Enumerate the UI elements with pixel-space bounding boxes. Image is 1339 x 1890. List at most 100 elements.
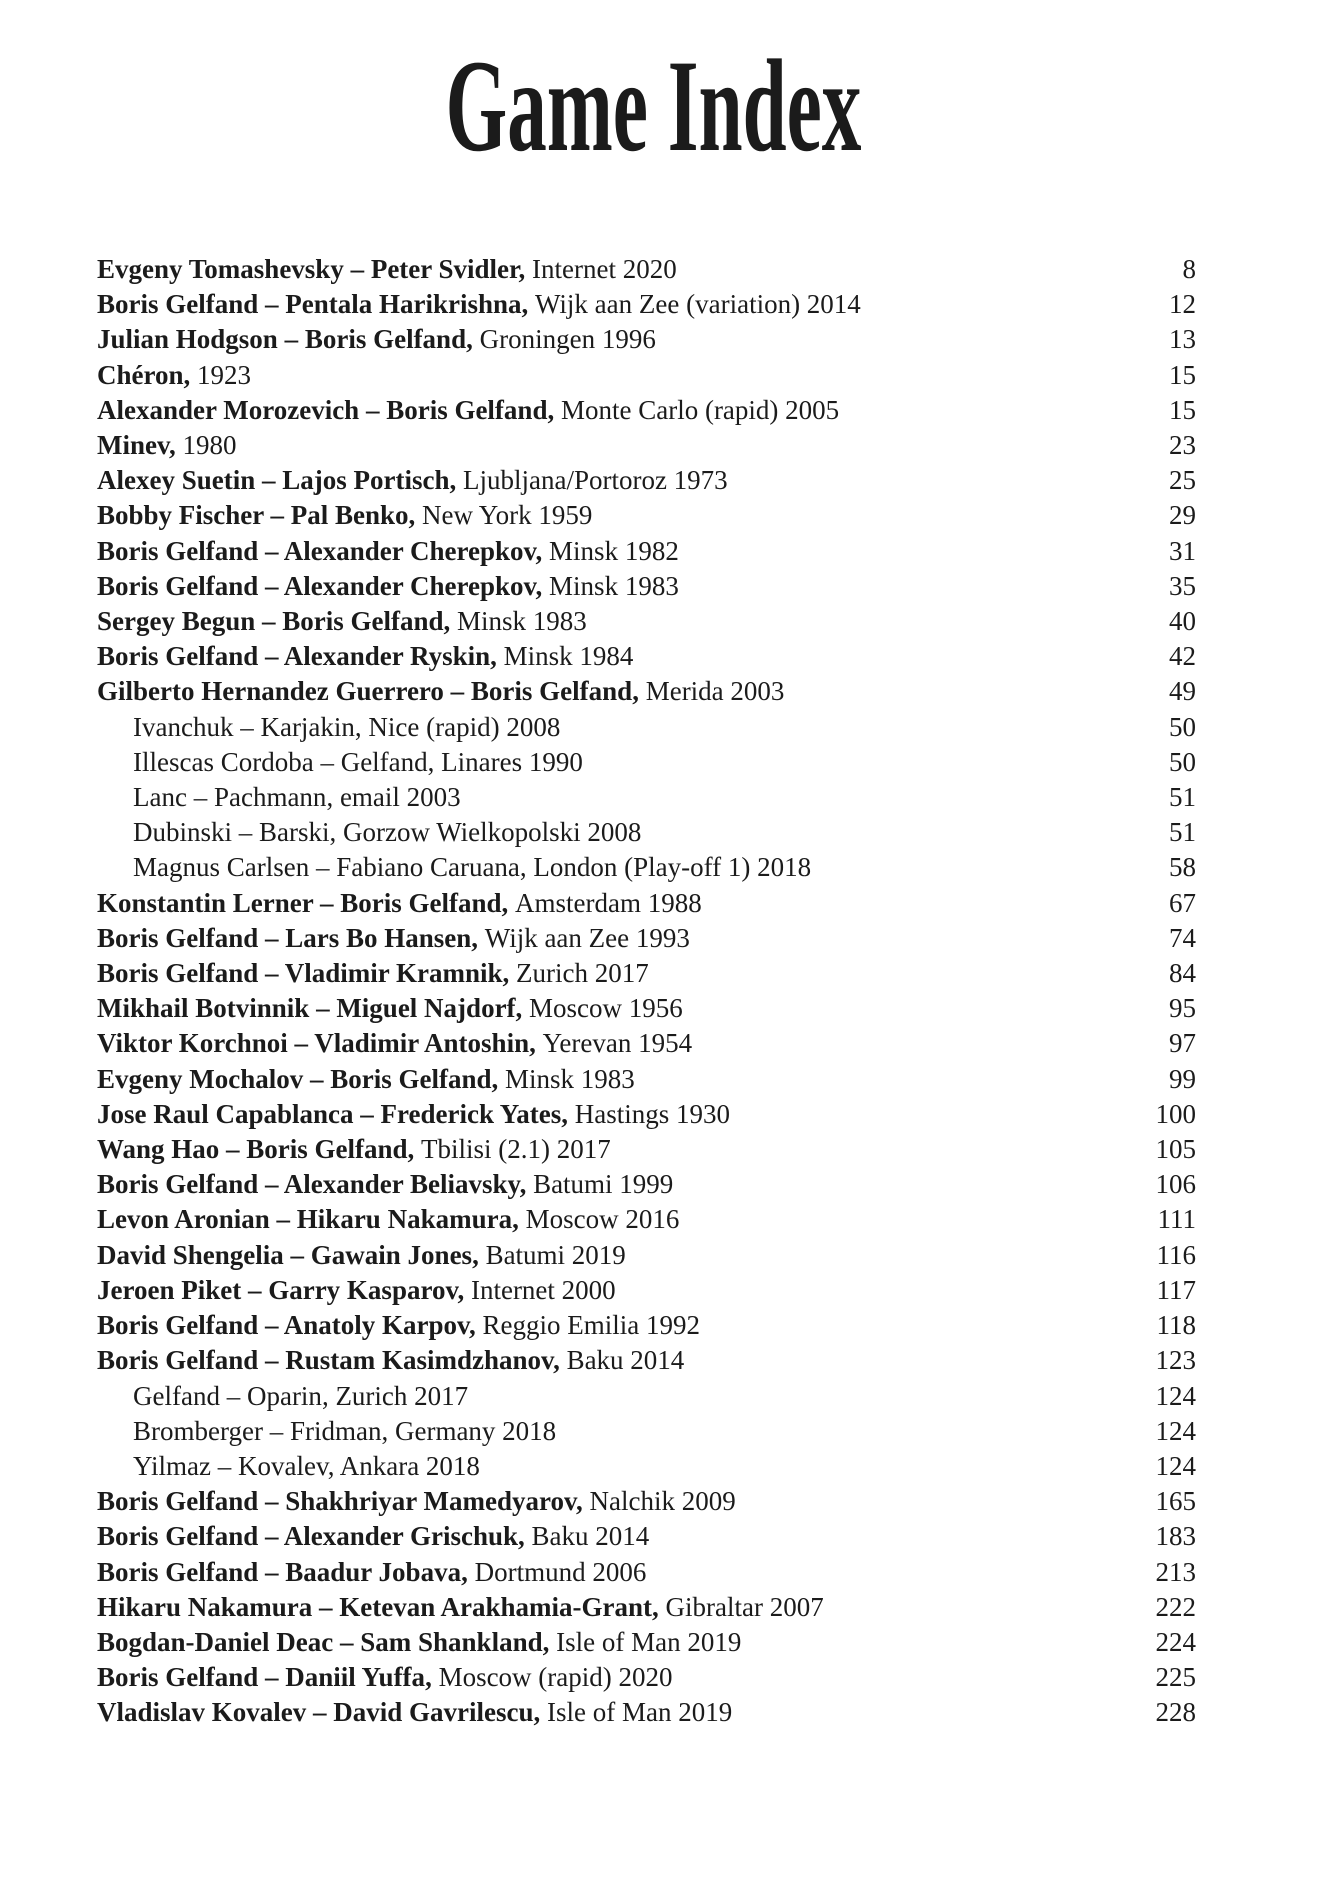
entry-page-number: 74 (1169, 922, 1196, 953)
entry-separator: , (490, 641, 504, 672)
game-entry-row: Konstantin Lerner – Boris Gelfand, Amste… (97, 886, 1196, 921)
entry-page-number: 124 (1155, 1380, 1197, 1411)
entry-players: Boris Gelfand – Baadur Jobava (97, 1556, 462, 1587)
game-entry-row: Jeroen Piket – Garry Kasparov, Internet … (97, 1273, 1196, 1308)
entry-page-number: 50 (1169, 746, 1196, 777)
page-title: Game Index (445, 32, 862, 179)
entry-players: Hikaru Nakamura – Ketevan Arakhamia-Gran… (97, 1591, 653, 1622)
game-entry-text: Vladislav Kovalev – David Gavrilescu, Is… (97, 1695, 1126, 1730)
entry-details: Germany 2018 (394, 1415, 557, 1446)
entry-details: Ankara 2018 (339, 1450, 480, 1481)
game-entry-text: Jose Raul Capablanca – Frederick Yates, … (97, 1097, 1126, 1132)
entry-separator: , (518, 254, 533, 284)
entry-details: 1980 (182, 430, 237, 461)
game-entry-text: Gelfand – Oparin, Zurich 2017 (97, 1379, 1126, 1414)
entry-details: Minsk 1983 (457, 606, 587, 637)
entry-players: Magnus Carlsen – Fabiano Caruana (133, 852, 520, 883)
entry-page-number: 42 (1169, 641, 1196, 672)
entry-players: Viktor Korchnoi – Vladimir Antoshin (97, 1028, 530, 1059)
entry-details: Batumi 2019 (485, 1239, 626, 1270)
game-entry-row: Boris Gelfand – Lars Bo Hansen, Wijk aan… (97, 921, 1196, 956)
entry-separator: , (407, 1134, 422, 1165)
game-entry-row: Boris Gelfand – Alexander Grischuk, Baku… (97, 1519, 1196, 1554)
entry-page-number: 106 (1155, 1169, 1197, 1200)
game-entry-text: Dubinski – Barski, Gorzow Wielkopolski 2… (97, 815, 1126, 850)
entry-separator: , (533, 1697, 548, 1728)
game-entry-row: Boris Gelfand – Alexander Ryskin, Minsk … (97, 639, 1196, 674)
entry-players: David Shengelia – Gawain Jones (97, 1239, 473, 1270)
entry-details: Internet 2000 (470, 1274, 616, 1305)
entry-page-number: 95 (1169, 993, 1196, 1024)
game-entry-text: Boris Gelfand – Alexander Cherepkov, Min… (97, 534, 1126, 569)
entry-players: Jeroen Piket – Garry Kasparov (97, 1274, 458, 1305)
entry-separator: , (529, 1028, 543, 1059)
game-entry-row: Julian Hodgson – Boris Gelfand, Groninge… (97, 322, 1196, 357)
game-entry-text: Boris Gelfand – Daniil Yuffa, Moscow (ra… (97, 1660, 1126, 1695)
entry-separator: , (553, 1345, 567, 1376)
game-entry-row: Vladislav Kovalev – David Gavrilescu, Is… (97, 1695, 1196, 1730)
entry-page-number: 111 (1157, 1204, 1197, 1235)
game-entry-row: Gilberto Hernandez Guerrero – Boris Gelf… (97, 674, 1196, 709)
entry-players: Boris Gelfand – Alexander Cherepkov (97, 535, 536, 566)
game-entry-text: Alexander Morozevich – Boris Gelfand, Mo… (97, 393, 1126, 428)
entry-separator: , (466, 324, 480, 355)
game-entry-row: Boris Gelfand – Alexander Beliavsky, Bat… (97, 1167, 1196, 1202)
entry-details: Minsk 1983 (505, 1063, 635, 1094)
entry-players: Yilmaz – Kovalev (133, 1450, 328, 1481)
entry-details: Linares 1990 (441, 746, 583, 777)
entry-details: Zurich 2017 (335, 1380, 469, 1411)
entry-page-number: 50 (1169, 711, 1196, 742)
entry-page-number: 118 (1156, 1310, 1197, 1341)
game-entry-text: Alexey Suetin – Lajos Portisch, Ljubljan… (97, 463, 1126, 498)
entry-details: Amsterdam 1988 (515, 887, 702, 918)
game-entry-row: Dubinski – Barski, Gorzow Wielkopolski 2… (97, 815, 1196, 850)
entry-players: Chéron (97, 359, 184, 390)
entry-players: Lanc – Pachmann (133, 782, 327, 813)
game-entry-text: Levon Aronian – Hikaru Nakamura, Moscow … (97, 1202, 1126, 1237)
game-entry-text: Hikaru Nakamura – Ketevan Arakhamia-Gran… (97, 1590, 1126, 1625)
entry-page-number: 67 (1169, 887, 1196, 918)
entry-separator: , (471, 922, 485, 953)
entry-players: Gelfand – Oparin (133, 1380, 322, 1411)
game-entry-row: Viktor Korchnoi – Vladimir Antoshin, Yer… (97, 1026, 1196, 1061)
entry-separator: , (512, 1204, 526, 1235)
entry-page-number: 29 (1169, 500, 1196, 531)
entry-page-number: 31 (1169, 535, 1196, 566)
entry-players: Boris Gelfand – Alexander Ryskin (97, 641, 491, 672)
entry-separator: , (461, 1556, 475, 1587)
entry-separator: , (457, 1274, 471, 1305)
entry-details: Isle of Man 2019 (547, 1697, 733, 1728)
entry-page-number: 117 (1156, 1274, 1197, 1305)
entry-page-number: 8 (1182, 254, 1197, 284)
entry-players: Boris Gelfand – Vladimir Kramnik (97, 958, 503, 989)
book-page: Game Index Evgeny Tomashevsky – Peter Sv… (97, 0, 1196, 1890)
game-entry-text: Bromberger – Fridman, Germany 2018 (97, 1414, 1126, 1449)
entry-details: Nice (rapid) 2008 (368, 711, 561, 742)
game-entry-text: Boris Gelfand – Vladimir Kramnik, Zurich… (97, 956, 1126, 991)
game-entry-row: Mikhail Botvinnik – Miguel Najdorf, Mosc… (97, 991, 1196, 1026)
entry-players: Dubinski – Barski (133, 817, 330, 848)
entry-players: Minev (97, 430, 169, 461)
game-entry-row: Lanc – Pachmann, email 2003 51 (97, 780, 1196, 815)
entry-players: Boris Gelfand – Alexander Grischuk (97, 1521, 519, 1552)
game-entry-row: Ivanchuk – Karjakin, Nice (rapid) 2008 5… (97, 710, 1196, 745)
game-entry-text: Illescas Cordoba – Gelfand, Linares 1990 (97, 745, 1126, 780)
entry-players: Vladislav Kovalev – David Gavrilescu (97, 1697, 534, 1728)
entry-players: Boris Gelfand – Rustam Kasimdzhanov (97, 1345, 554, 1376)
entry-players: Bobby Fischer – Pal Benko (97, 500, 409, 531)
entry-separator: , (408, 500, 423, 531)
entry-players: Boris Gelfand – Anatoly Karpov (97, 1310, 470, 1341)
entry-separator: , (326, 782, 340, 813)
entry-separator: , (515, 993, 530, 1024)
entry-details: email 2003 (339, 782, 461, 813)
entry-page-number: 15 (1169, 394, 1196, 425)
entry-players: Alexander Morozevich – Boris Gelfand (97, 394, 548, 425)
game-entry-text: Bogdan-Daniel Deac – Sam Shankland, Isle… (97, 1625, 1126, 1660)
entry-separator: , (183, 359, 198, 390)
title-container: Game Index (111, 40, 1196, 172)
game-entry-row: Boris Gelfand – Alexander Cherepkov, Min… (97, 534, 1196, 569)
entry-separator: , (535, 535, 550, 566)
game-entry-text: Ivanchuk – Karjakin, Nice (rapid) 2008 (97, 710, 1126, 745)
game-entry-text: Wang Hao – Boris Gelfand, Tbilisi (2.1) … (97, 1132, 1126, 1167)
entry-details: Nalchik 2009 (589, 1486, 736, 1517)
